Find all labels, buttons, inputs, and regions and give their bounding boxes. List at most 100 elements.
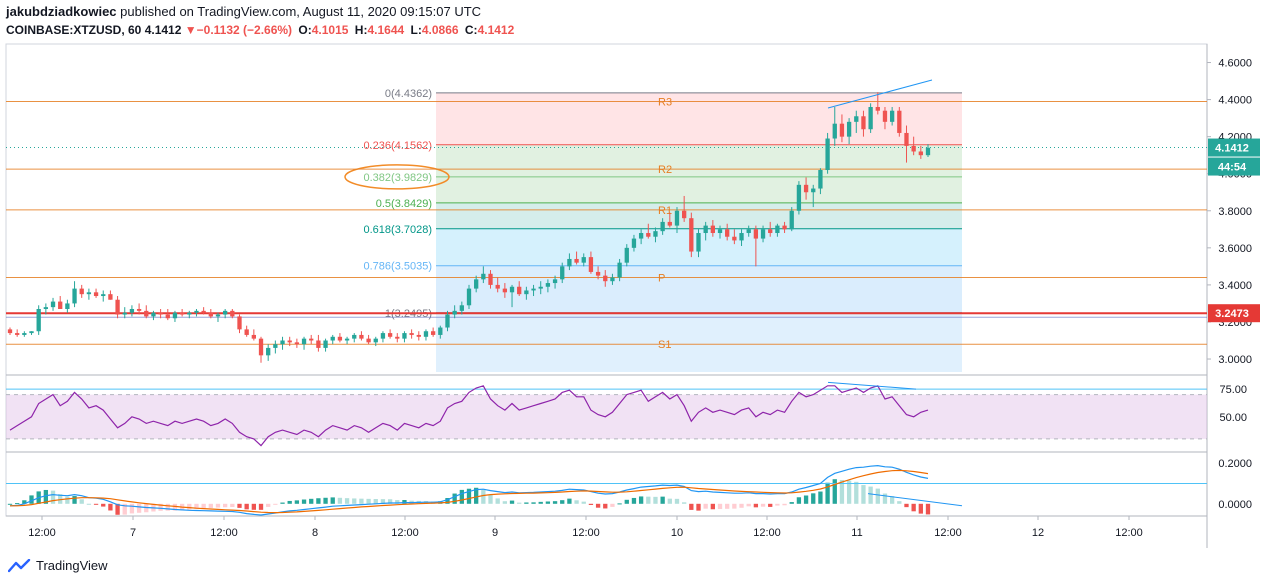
candle-body: [466, 288, 472, 306]
symbol-label[interactable]: COINBASE:XTZUSD, 60: [6, 23, 142, 37]
candle-body: [36, 308, 41, 332]
candle-body: [7, 329, 13, 334]
macd-histogram-bar: [782, 503, 787, 506]
candle-body: [79, 288, 84, 295]
high-value: 4.1644: [367, 23, 405, 37]
candle-body: [373, 338, 378, 343]
candle-body: [825, 138, 830, 171]
fib-level-label: 0.5(3.8429): [376, 198, 432, 210]
low-label: L:: [410, 23, 422, 37]
candle-body: [667, 221, 672, 226]
candle-body: [15, 333, 20, 335]
macd-histogram-bar: [158, 503, 163, 511]
macd-histogram-bar: [50, 490, 56, 504]
open-value: 4.1015: [311, 23, 349, 37]
macd-histogram-bar: [753, 503, 759, 508]
macd-histogram-bar: [502, 501, 508, 504]
candle-body: [409, 333, 414, 335]
candle-body: [717, 229, 723, 234]
candle-body: [337, 336, 343, 341]
candle-body: [445, 314, 450, 328]
candle-body: [115, 299, 120, 315]
fib-zone: [436, 265, 962, 313]
candle-body: [223, 310, 228, 315]
candle-body: [380, 333, 386, 339]
macd-histogram-bar: [624, 499, 629, 504]
macd-histogram-bar: [380, 499, 386, 504]
author-name[interactable]: jakubdziadkowiec: [6, 4, 117, 19]
rsi-pane: [6, 381, 1207, 447]
candle-body: [552, 279, 558, 284]
fibonacci-retracement[interactable]: 0(4.4362) 0.236(4.1562) 0.382(3.9829) 0.5(3…: [344, 88, 962, 372]
candle-body: [918, 151, 923, 156]
macd-histogram-bar: [603, 503, 608, 509]
macd-histogram-bar: [796, 497, 802, 504]
fib-level-label: 0.618(3.7028): [364, 224, 433, 236]
candle-body: [875, 107, 880, 111]
macd-histogram-bar: [717, 503, 723, 510]
publish-line: jakubdziadkowiec published on TradingVie…: [6, 3, 1206, 21]
macd-histogram-bar: [466, 488, 472, 504]
macd-signal-line: [10, 469, 929, 514]
macd-histogram-bar: [481, 489, 486, 504]
macd-histogram-bar: [581, 501, 586, 504]
pivot-points: R3 R2 R1 P S1: [6, 96, 1207, 351]
candle-body: [402, 333, 407, 339]
last-price-tag-text: 4.1412: [1215, 143, 1249, 155]
candle-body: [588, 257, 594, 272]
candle-body: [387, 333, 393, 337]
candle-body: [502, 288, 508, 293]
rsi-line: [9, 385, 929, 447]
candle-body: [739, 233, 744, 241]
macd-histogram-bar: [560, 500, 565, 504]
candle-body: [201, 310, 206, 313]
price-tick-label: 4.6000: [1218, 58, 1252, 70]
time-tick-label: 8: [312, 527, 318, 539]
candle-body: [911, 145, 916, 152]
candle-body: [811, 188, 816, 193]
macd-histogram-bar: [172, 503, 178, 511]
macd-histogram-bar: [15, 503, 20, 505]
candle-body: [344, 338, 350, 341]
trendline-drawings[interactable]: [827, 79, 933, 109]
tradingview-brand[interactable]: TradingView: [36, 558, 108, 573]
macd-histogram-bar: [294, 500, 300, 504]
macd-histogram-bar: [689, 503, 694, 510]
close-label: C:: [464, 23, 478, 37]
macd-histogram-bar: [93, 503, 99, 505]
candle-body: [495, 284, 500, 289]
candle-body: [287, 340, 292, 343]
candle-body: [674, 210, 680, 226]
macd-histogram-bar: [509, 500, 515, 504]
price-tick-label: 4.4000: [1218, 95, 1252, 107]
change-text: −0.1132 (−2.66%): [196, 23, 293, 37]
fib-zone: [436, 312, 962, 372]
macd-histogram-bar: [882, 493, 888, 504]
candle-body: [101, 294, 106, 297]
candle-body: [904, 132, 909, 146]
candle-body: [158, 312, 163, 315]
time-tick-label: 9: [492, 527, 498, 539]
macd-histogram-bar: [868, 486, 873, 504]
candle-body: [151, 312, 156, 317]
macd-histogram-bar: [316, 498, 321, 504]
macd-histogram-bar: [638, 496, 644, 504]
macd-histogram-bar: [825, 482, 830, 504]
macd-histogram-bar: [789, 502, 794, 504]
candle-body: [782, 225, 787, 230]
macd-histogram-bar: [552, 501, 558, 504]
macd-histogram-bar: [230, 503, 235, 507]
candle-body: [481, 273, 486, 280]
pivot-label: P: [658, 272, 665, 284]
candle-body: [423, 331, 429, 337]
price-tick-label: 3.4000: [1218, 280, 1252, 292]
candle-body: [509, 286, 515, 293]
candle-body: [208, 312, 213, 317]
candle-body: [280, 340, 285, 345]
low-value: 4.0866: [421, 23, 459, 37]
candle-body: [129, 308, 135, 313]
candle-body: [294, 342, 300, 345]
macd-histogram-bar: [452, 493, 457, 504]
macd-histogram-bar: [280, 502, 285, 504]
